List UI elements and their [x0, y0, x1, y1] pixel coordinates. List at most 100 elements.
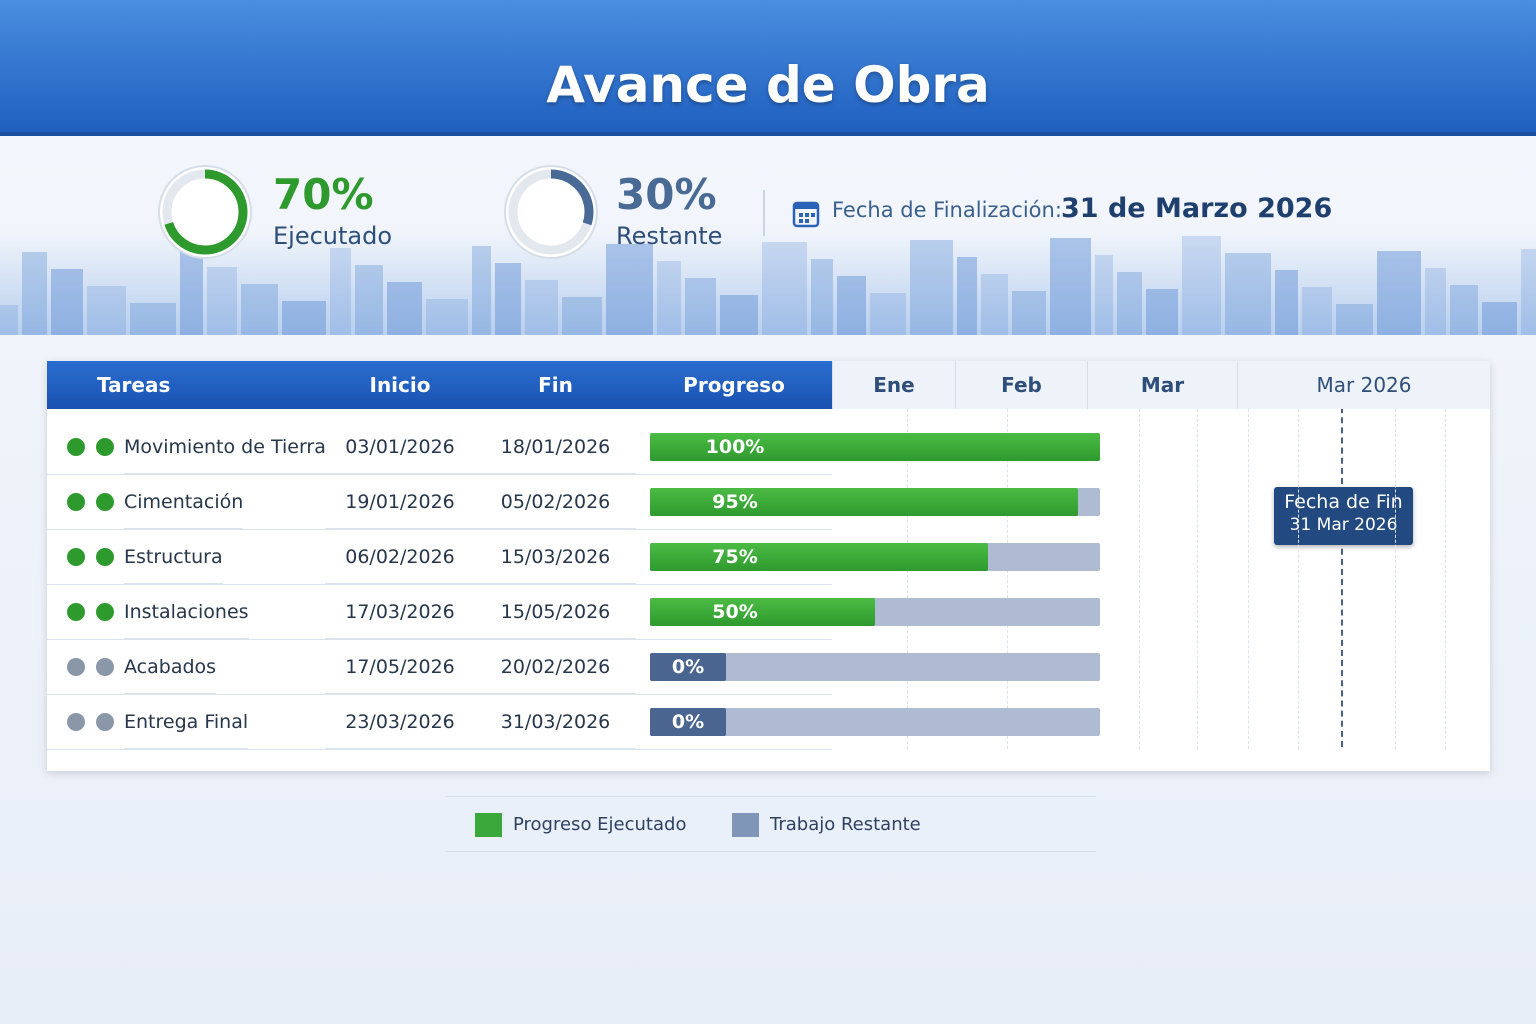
building — [657, 261, 681, 335]
building — [811, 259, 833, 335]
building — [1302, 287, 1332, 335]
date: 03/01/2026 — [325, 420, 475, 474]
timeline-header: Mar 2026 — [1237, 361, 1490, 409]
status-icon — [67, 438, 85, 456]
building — [495, 263, 521, 335]
date: 19/01/2026 — [325, 475, 475, 529]
progress-label: 95% — [712, 491, 758, 513]
status-icon — [67, 658, 85, 676]
grid-line — [907, 409, 908, 749]
date: 05/02/2026 — [475, 475, 636, 529]
status-icon — [96, 603, 114, 621]
row-line — [47, 639, 832, 640]
task-name: Movimiento de Tierra — [124, 420, 326, 474]
building — [1012, 291, 1046, 335]
date: 15/05/2026 — [475, 585, 636, 639]
finish-date: 31 de Marzo 2026 — [1061, 193, 1333, 224]
building — [910, 240, 953, 335]
building — [981, 274, 1008, 335]
building — [1146, 289, 1178, 335]
skyline — [0, 230, 1536, 335]
row-line — [47, 584, 832, 585]
building — [1117, 272, 1142, 335]
legend-label: Progreso Ejecutado — [513, 814, 687, 835]
status-icon — [67, 603, 85, 621]
status-icon — [96, 493, 114, 511]
progress-bar — [650, 598, 875, 626]
building — [472, 246, 491, 335]
building — [1225, 253, 1271, 335]
progress-bar — [650, 488, 1078, 516]
grid-line — [1197, 409, 1198, 749]
row-line — [47, 694, 832, 695]
building — [355, 265, 383, 335]
column-header: Tareas — [47, 361, 325, 409]
donut-arc — [508, 169, 594, 255]
tooltip-title: Fecha de Fin — [1284, 491, 1403, 513]
building — [0, 305, 18, 335]
status-icon — [67, 713, 85, 731]
end-line — [1341, 397, 1343, 747]
timeline-header: Feb — [955, 361, 1087, 409]
building — [426, 299, 468, 335]
status-icon — [96, 438, 114, 456]
tooltip-date: 31 Mar 2026 — [1289, 515, 1398, 535]
row-line — [47, 474, 832, 475]
building — [1182, 236, 1221, 335]
building — [130, 303, 176, 335]
building — [837, 276, 866, 335]
row-line — [47, 749, 832, 750]
building — [720, 295, 758, 335]
title: Avance de Obra — [546, 56, 990, 114]
header — [0, 0, 1536, 136]
progress-bar — [650, 433, 1100, 461]
building — [241, 284, 278, 335]
column-header: Progreso — [636, 361, 832, 409]
zero-box — [650, 653, 726, 681]
legend-swatch — [475, 813, 502, 837]
date: 23/03/2026 — [325, 695, 475, 749]
donut — [158, 165, 252, 259]
building — [1336, 304, 1373, 335]
date: 06/02/2026 — [325, 530, 475, 584]
legend-label: Trabajo Restante — [770, 814, 921, 835]
status-icon — [67, 548, 85, 566]
building — [562, 297, 602, 335]
building — [1377, 251, 1421, 335]
building — [330, 248, 351, 335]
building — [685, 278, 716, 335]
progress-label: 100% — [705, 436, 765, 458]
donut-bg — [504, 165, 598, 259]
task-name: Cimentación — [124, 475, 244, 529]
calendar-icon — [792, 201, 820, 228]
grid-line — [1248, 409, 1249, 749]
building — [1450, 285, 1478, 335]
grid-line — [1007, 409, 1008, 749]
tooltip: Fecha de Fin 31 Mar 2026 — [1274, 487, 1413, 545]
donut-bg — [158, 165, 252, 259]
building — [282, 301, 326, 335]
grid-line — [1395, 409, 1396, 749]
divider — [763, 190, 765, 236]
finish-label: Fecha de Finalización: — [832, 198, 1062, 222]
building — [957, 257, 977, 335]
building — [606, 244, 653, 335]
date: 20/02/2026 — [475, 640, 636, 694]
building — [762, 242, 807, 335]
building — [51, 269, 83, 335]
task-name: Estructura — [124, 530, 223, 584]
status-icon — [96, 713, 114, 731]
progress-label: 75% — [712, 546, 758, 568]
legend-swatch — [732, 813, 759, 837]
kpi-label: Ejecutado — [273, 222, 393, 250]
status-icon — [96, 658, 114, 676]
grid-line — [1445, 409, 1446, 749]
progress-bar — [650, 543, 988, 571]
kpi-label: Restante — [616, 222, 723, 250]
building — [870, 293, 906, 335]
kpi-value: 30% — [616, 170, 717, 219]
building — [1521, 249, 1536, 335]
task-name: Acabados — [124, 640, 217, 694]
date: 15/03/2026 — [475, 530, 636, 584]
